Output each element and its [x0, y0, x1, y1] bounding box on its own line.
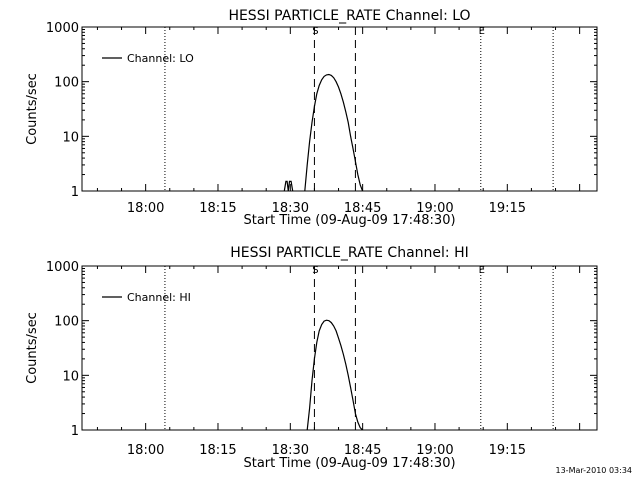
y-tick-label: 10	[62, 369, 79, 384]
x-tick-label: 19:15	[489, 443, 526, 458]
y-tick-label: 1000	[46, 260, 79, 275]
x-tick-label: 19:15	[489, 201, 526, 216]
x-tick-label: 19:00	[416, 443, 453, 458]
x-tick-label: 18:30	[272, 201, 309, 216]
y-axis-label: Counts/sec	[25, 312, 40, 384]
marker-label-e: E	[479, 26, 485, 37]
legend-label: Channel: HI	[127, 291, 191, 304]
legend-label: Channel: LO	[127, 52, 194, 65]
y-tick-label: 1000	[46, 21, 79, 36]
x-axis-label: Start Time (09-Aug-09 17:48:30)	[243, 213, 455, 228]
chart-panel-1: HESSI PARTICLE_RATE Channel: LO 1 10 100 100…	[25, 8, 598, 228]
y-tick-label: 1	[71, 185, 79, 200]
y-axis-label: Counts/sec	[25, 73, 40, 145]
y-tick-label: 1	[71, 424, 79, 439]
footer-timestamp: 13-Mar-2010 03:34	[555, 466, 633, 475]
x-tick-label: 18:45	[344, 201, 381, 216]
x-tick-label: 18:15	[199, 201, 236, 216]
x-tick-label: 18:30	[272, 443, 309, 458]
y-tick-label: 100	[54, 76, 79, 91]
chart-title: HESSI PARTICLE_RATE Channel: HI	[230, 245, 468, 261]
series-line	[304, 73, 364, 192]
marker-label-e: E	[479, 265, 485, 276]
plot-frame	[81, 26, 598, 192]
chart-title: HESSI PARTICLE_RATE Channel: LO	[228, 8, 470, 24]
x-tick-label: 18:45	[344, 443, 381, 458]
y-tick-label: 10	[62, 130, 79, 145]
x-tick-label: 18:00	[127, 443, 164, 458]
marker-label-s: S	[312, 265, 318, 276]
y-tick-label: 100	[54, 315, 79, 330]
marker-label-s: S	[312, 26, 318, 37]
x-tick-label: 18:15	[199, 443, 236, 458]
x-axis-label: Start Time (09-Aug-09 17:48:30)	[243, 456, 455, 471]
plot-frame	[81, 265, 598, 431]
x-tick-label: 18:00	[127, 201, 164, 216]
chart-panel-2: HESSI PARTICLE_RATE Channel: HI 1 10 100 100…	[25, 245, 598, 471]
x-tick-label: 19:00	[416, 201, 453, 216]
series-line	[306, 319, 364, 431]
series-line	[283, 180, 294, 192]
